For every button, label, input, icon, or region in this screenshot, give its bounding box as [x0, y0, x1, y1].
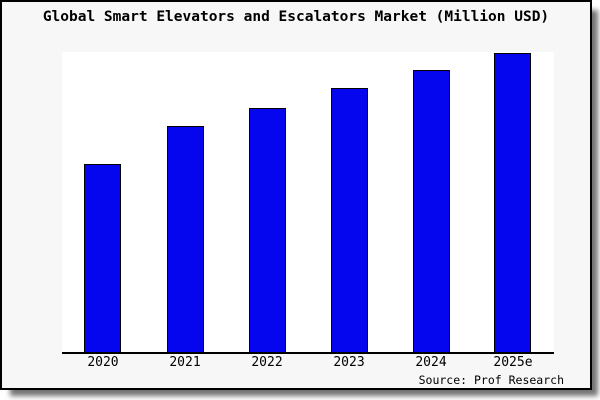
x-tick-label-2023: 2023: [333, 355, 365, 370]
bar-2024: [412, 70, 450, 352]
x-tick-label-2020: 2020: [87, 355, 119, 370]
x-tick-label-2024: 2024: [415, 355, 447, 370]
x-tick-label-2022: 2022: [251, 355, 283, 370]
source-note: Source: Prof Research: [418, 373, 564, 387]
bar-2025e: [494, 52, 532, 352]
bar-2023: [330, 87, 368, 352]
x-tick-label-2025e: 2025e: [493, 355, 533, 370]
plot-area: [62, 52, 554, 354]
bar-2021: [166, 126, 204, 352]
chart-title: Global Smart Elevators and Escalators Ma…: [42, 9, 550, 25]
x-axis-labels: 2020 2021 2022 2023 2024 2025e: [62, 356, 554, 370]
bar-2022: [248, 107, 286, 352]
bar-2020: [84, 164, 122, 352]
x-tick-label-2021: 2021: [169, 355, 201, 370]
chart-frame: Global Smart Elevators and Escalators Ma…: [0, 0, 592, 390]
